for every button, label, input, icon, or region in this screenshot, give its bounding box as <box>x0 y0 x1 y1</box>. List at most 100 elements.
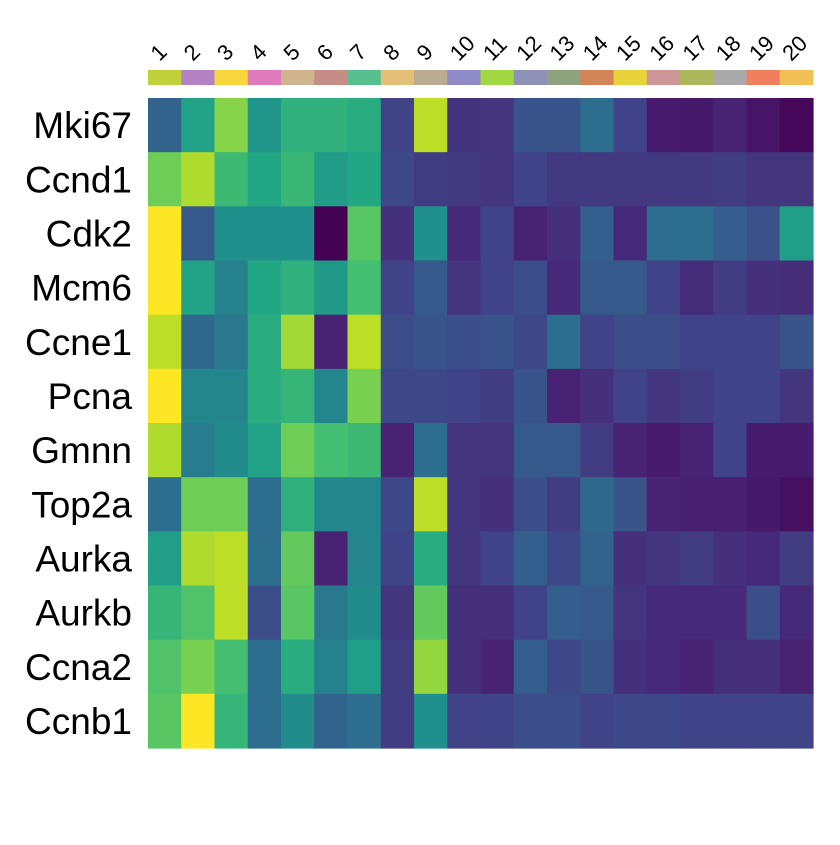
heatmap-cell-Mcm6-20 <box>779 260 814 316</box>
heatmap-cell-Ccna2-5 <box>281 639 315 695</box>
heatmap-cell-Aurkb-18 <box>713 585 748 641</box>
heatmap-cell-Pcna-11 <box>480 368 515 424</box>
cluster-color-bar <box>148 70 814 85</box>
heatmap-cell-Pcna-10 <box>447 368 482 424</box>
cluster-color-4 <box>247 70 282 85</box>
heatmap-cell-Ccne1-6 <box>314 314 349 370</box>
heatmap-cell-Aurkb-8 <box>380 585 415 641</box>
heatmap-cell-Ccne1-10 <box>447 314 482 370</box>
heatmap-cell-Cdk2-9 <box>414 206 448 262</box>
heatmap-cell-Ccna2-9 <box>414 639 448 695</box>
heatmap-cell-Top2a-4 <box>247 477 282 532</box>
heatmap-cell-Mki67-17 <box>680 98 714 153</box>
heatmap-cell-Ccnd1-7 <box>347 152 382 207</box>
heatmap-cell-Mcm6-1 <box>148 260 182 316</box>
heatmap-cell-Ccne1-13 <box>547 314 581 370</box>
heatmap-cell-Ccnb1-3 <box>214 693 249 749</box>
heatmap-cell-Ccna2-16 <box>646 639 681 695</box>
cluster-color-15 <box>613 70 648 85</box>
heatmap-cell-Ccna2-17 <box>680 639 714 695</box>
heatmap-cell-Cdk2-11 <box>480 206 515 262</box>
heatmap-cell-Ccne1-17 <box>680 314 714 370</box>
heatmap-cell-Cdk2-18 <box>713 206 748 262</box>
heatmap-cell-Ccnb1-7 <box>347 693 382 749</box>
heatmap-cell-Aurka-19 <box>746 531 781 587</box>
cluster-color-9 <box>414 70 448 85</box>
row-label-Pcna: Pcna <box>48 376 133 417</box>
heatmap-cell-Aurkb-19 <box>746 585 781 641</box>
heatmap-cell-Pcna-3 <box>214 368 249 424</box>
heatmap-cell-Aurkb-16 <box>646 585 681 641</box>
heatmap-cell-Aurkb-10 <box>447 585 482 641</box>
heatmap-cell-Mki67-15 <box>613 98 648 153</box>
column-label-19: 19 <box>744 31 779 66</box>
column-label-8: 8 <box>378 39 404 65</box>
cluster-color-14 <box>580 70 614 85</box>
heatmap-cell-Ccna2-20 <box>779 639 814 695</box>
heatmap-cell-Cdk2-15 <box>613 206 648 262</box>
heatmap-cell-Gmnn-3 <box>214 423 249 478</box>
heatmap-cell-Ccne1-19 <box>746 314 781 370</box>
heatmap-cell-Mcm6-13 <box>547 260 581 316</box>
heatmap-cell-Ccnb1-5 <box>281 693 315 749</box>
heatmap-cell-Cdk2-6 <box>314 206 349 262</box>
heatmap-cell-Ccnb1-8 <box>380 693 415 749</box>
heatmap-cell-Mcm6-15 <box>613 260 648 316</box>
heatmap-cell-Cdk2-13 <box>547 206 581 262</box>
heatmap-cell-Pcna-12 <box>513 368 548 424</box>
column-label-6: 6 <box>312 39 338 65</box>
heatmap-cell-Ccna2-3 <box>214 639 249 695</box>
heatmap-cell-Mcm6-4 <box>247 260 282 316</box>
heatmap-cell-Gmnn-16 <box>646 423 681 478</box>
heatmap-cell-Gmnn-8 <box>380 423 415 478</box>
heatmap-cell-Mcm6-3 <box>214 260 249 316</box>
cluster-color-2 <box>181 70 215 85</box>
row-label-Mcm6: Mcm6 <box>31 268 132 309</box>
heatmap-cell-Ccnd1-8 <box>380 152 415 207</box>
heatmap-cell-Ccne1-3 <box>214 314 249 370</box>
heatmap-cell-Gmnn-9 <box>414 423 448 478</box>
heatmap-cell-Pcna-9 <box>414 368 448 424</box>
heatmap-cell-Cdk2-4 <box>247 206 282 262</box>
heatmap-cell-Ccnb1-4 <box>247 693 282 749</box>
heatmap-cell-Aurka-17 <box>680 531 714 587</box>
heatmap-cell-Aurka-6 <box>314 531 349 587</box>
heatmap-cell-Gmnn-4 <box>247 423 282 478</box>
row-label-Cdk2: Cdk2 <box>46 213 132 254</box>
heatmap-cell-Aurkb-5 <box>281 585 315 641</box>
column-label-18: 18 <box>711 31 746 66</box>
heatmap-cell-Ccne1-16 <box>646 314 681 370</box>
cluster-color-12 <box>513 70 548 85</box>
cluster-color-3 <box>214 70 249 85</box>
heatmap-cell-Cdk2-7 <box>347 206 382 262</box>
heatmap-cell-Pcna-15 <box>613 368 648 424</box>
heatmap-cell-Ccnd1-5 <box>281 152 315 207</box>
heatmap-cell-Ccne1-2 <box>181 314 216 370</box>
heatmap-cell-Ccna2-14 <box>580 639 615 695</box>
row-label-Aurka: Aurka <box>35 538 132 579</box>
heatmap-cell-Mcm6-5 <box>281 260 315 316</box>
heatmap-cell-Top2a-7 <box>347 477 382 532</box>
heatmap-cell-Gmnn-15 <box>613 423 648 478</box>
heatmap-cell-Mcm6-16 <box>646 260 681 316</box>
column-label-2: 2 <box>179 39 205 65</box>
heatmap-cell-Gmnn-13 <box>547 423 581 478</box>
heatmap-cell-Aurka-4 <box>247 531 282 587</box>
heatmap-cell-Ccnd1-16 <box>646 152 681 207</box>
heatmap-cell-Cdk2-20 <box>779 206 814 262</box>
heatmap-cell-Aurkb-12 <box>513 585 548 641</box>
heatmap-cell-Ccnd1-9 <box>414 152 448 207</box>
heatmap-cell-Ccnd1-14 <box>580 152 615 207</box>
heatmap-cell-Ccnd1-2 <box>181 152 216 207</box>
column-label-16: 16 <box>644 31 679 66</box>
heatmap-cell-Cdk2-17 <box>680 206 714 262</box>
heatmap-cell-Aurka-1 <box>148 531 182 587</box>
heatmap-cell-Mcm6-19 <box>746 260 781 316</box>
heatmap-cell-Mki67-19 <box>746 98 781 153</box>
column-label-5: 5 <box>278 39 304 65</box>
heatmap-cell-Mki67-2 <box>181 98 216 153</box>
cluster-color-6 <box>314 70 348 85</box>
column-label-17: 17 <box>677 31 712 66</box>
